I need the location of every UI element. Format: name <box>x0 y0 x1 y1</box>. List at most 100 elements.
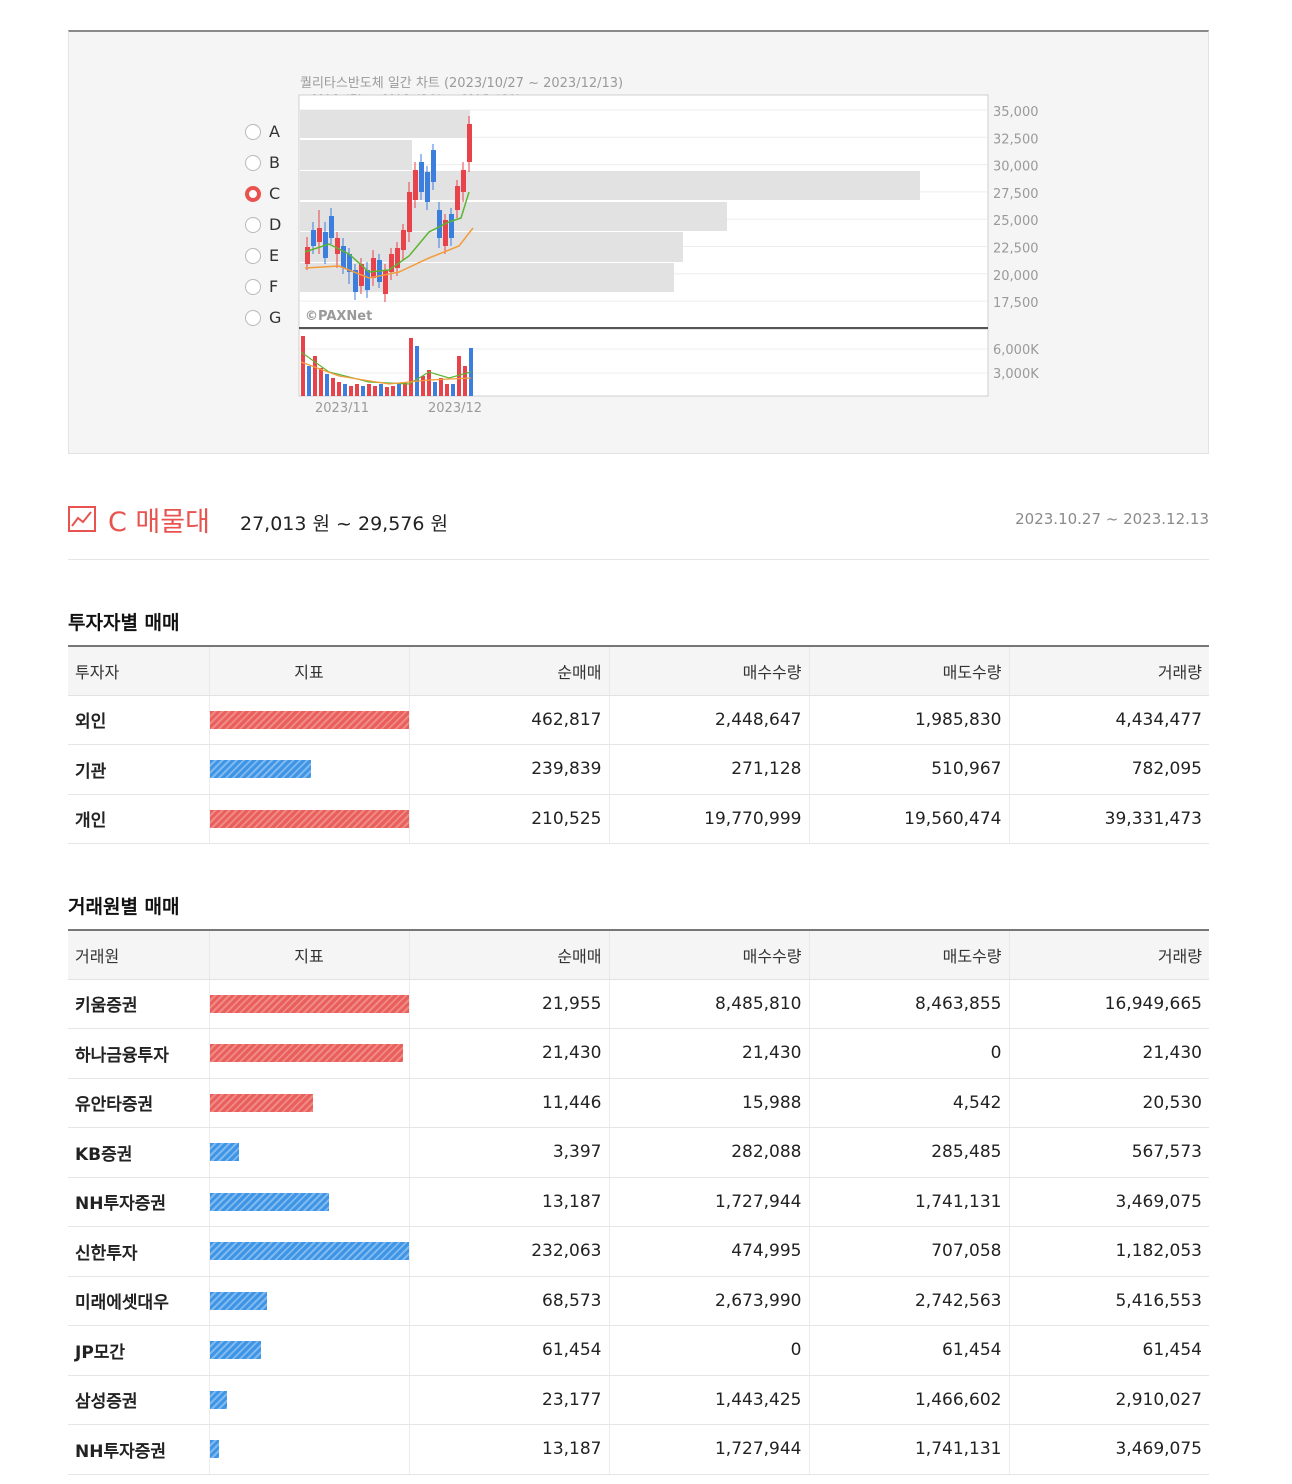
sell-quantity: 4,542 <box>809 1078 1010 1128</box>
indicator-cell <box>209 744 410 795</box>
date-tick-label: 2023/12 <box>428 401 482 416</box>
trade-volume: 3,469,075 <box>1009 1177 1209 1227</box>
indicator-cell <box>209 1127 410 1178</box>
trade-volume: 4,434,477 <box>1009 695 1209 745</box>
volume-bar <box>307 366 311 396</box>
candle-body <box>365 270 370 290</box>
zone-option-b[interactable]: B <box>245 147 281 178</box>
indicator-bar <box>209 1044 403 1063</box>
buy-quantity: 1,727,944 <box>609 1177 810 1227</box>
radio-icon[interactable] <box>245 309 261 326</box>
column-header: 지표 <box>209 646 410 696</box>
sell-quantity: 61,454 <box>809 1325 1010 1376</box>
chart-line-icon <box>68 506 96 532</box>
row-name: 유안타증권 <box>68 1078 210 1128</box>
radio-icon[interactable] <box>245 123 261 140</box>
indicator-bar <box>209 994 409 1013</box>
candle-body <box>461 170 466 192</box>
column-header: 매수수량 <box>609 930 810 980</box>
radio-icon[interactable] <box>245 185 261 202</box>
price-tick-label: 25,000 <box>993 214 1039 229</box>
ma2-line <box>304 227 474 279</box>
table-row: 신한투자 232,063 474,995 707,058 1,182,053 <box>68 1226 1209 1277</box>
row-name: JP모간 <box>68 1325 210 1376</box>
row-name: 하나금융투자 <box>68 1028 210 1079</box>
table-row: NH투자증권 13,187 1,727,944 1,741,131 3,469,075 <box>68 1177 1209 1227</box>
radio-icon[interactable] <box>245 278 261 295</box>
volume-profile-band <box>300 171 920 200</box>
candle-body <box>467 124 472 162</box>
buy-quantity: 1,443,425 <box>609 1375 810 1425</box>
radio-icon[interactable] <box>245 216 261 233</box>
indicator-bar <box>209 1093 313 1112</box>
indicator-track <box>209 1044 409 1063</box>
volume-bar <box>403 382 407 396</box>
volume-bar <box>373 386 377 396</box>
net-trade: 232,063 <box>409 1226 610 1277</box>
indicator-track <box>209 1341 409 1360</box>
radio-icon[interactable] <box>245 154 261 171</box>
indicator-cell <box>209 979 410 1029</box>
indicator-bar <box>209 809 409 828</box>
candle-body <box>437 210 442 238</box>
table-header-row: 투자자 지표 순매매 매수수량 매도수량 거래량 <box>68 646 1209 696</box>
net-trade: 61,454 <box>409 1325 610 1376</box>
indicator-bar <box>209 1390 228 1409</box>
net-trade: 3,397 <box>409 1127 610 1178</box>
row-name: 신한투자 <box>68 1226 210 1277</box>
zone-option-d[interactable]: D <box>245 209 281 240</box>
volume-bar <box>391 386 395 396</box>
row-name: KB증권 <box>68 1127 210 1178</box>
indicator-track <box>209 1242 409 1261</box>
indicator-cell <box>209 1325 410 1376</box>
trade-volume: 21,430 <box>1009 1028 1209 1079</box>
table-row: 삼성증권 23,177 1,443,425 1,466,602 2,910,027 <box>68 1375 1209 1425</box>
net-trade: 11,446 <box>409 1078 610 1128</box>
zone-option-e[interactable]: E <box>245 240 281 271</box>
row-name: 키움증권 <box>68 979 210 1029</box>
volume-bar <box>439 378 443 396</box>
price-tick-label: 32,500 <box>993 132 1039 147</box>
indicator-bar <box>209 1192 329 1211</box>
net-trade: 239,839 <box>409 744 610 795</box>
net-trade: 210,525 <box>409 794 610 844</box>
buy-quantity: 1,727,944 <box>609 1424 810 1475</box>
candle-body <box>347 254 352 272</box>
zone-option-c[interactable]: C <box>245 178 281 209</box>
column-header: 거래량 <box>1009 930 1209 980</box>
trade-volume: 782,095 <box>1009 744 1209 795</box>
indicator-cell <box>209 695 410 745</box>
price-tick-label: 30,000 <box>993 160 1039 175</box>
indicator-track <box>209 809 409 828</box>
table-row: KB증권 3,397 282,088 285,485 567,573 <box>68 1127 1209 1178</box>
price-tick-label: 20,000 <box>993 269 1039 284</box>
indicator-track <box>209 710 409 729</box>
zone-option-g[interactable]: G <box>245 302 281 333</box>
volume-profile-band <box>300 232 683 262</box>
volume-bar <box>433 382 437 396</box>
table-row: 유안타증권 11,446 15,988 4,542 20,530 <box>68 1078 1209 1128</box>
sell-quantity: 1,741,131 <box>809 1424 1010 1475</box>
indicator-cell <box>209 1226 410 1277</box>
zone-option-label: A <box>269 122 280 141</box>
indicator-cell <box>209 1375 410 1425</box>
volume-profile-band <box>300 202 727 231</box>
indicator-bar <box>209 1242 409 1261</box>
candle-body <box>449 214 454 238</box>
buy-quantity: 15,988 <box>609 1078 810 1128</box>
volume-bar <box>451 384 455 396</box>
column-header: 매도수량 <box>809 646 1010 696</box>
volume-bar <box>379 384 383 396</box>
column-header: 매수수량 <box>609 646 810 696</box>
candle-body <box>401 230 406 250</box>
volume-bar <box>409 338 413 396</box>
radio-icon[interactable] <box>245 247 261 264</box>
column-header: 순매매 <box>409 930 610 980</box>
chart-title: 퀄리타스반도체 일간 차트 (2023/10/27 ~ 2023/12/13) <box>300 76 624 91</box>
sell-quantity: 1,466,602 <box>809 1375 1010 1425</box>
zone-option-f[interactable]: F <box>245 271 281 302</box>
zone-option-a[interactable]: A <box>245 116 281 147</box>
row-name: 기관 <box>68 744 210 795</box>
volume-bar <box>415 346 419 396</box>
ma1-line <box>304 191 470 273</box>
